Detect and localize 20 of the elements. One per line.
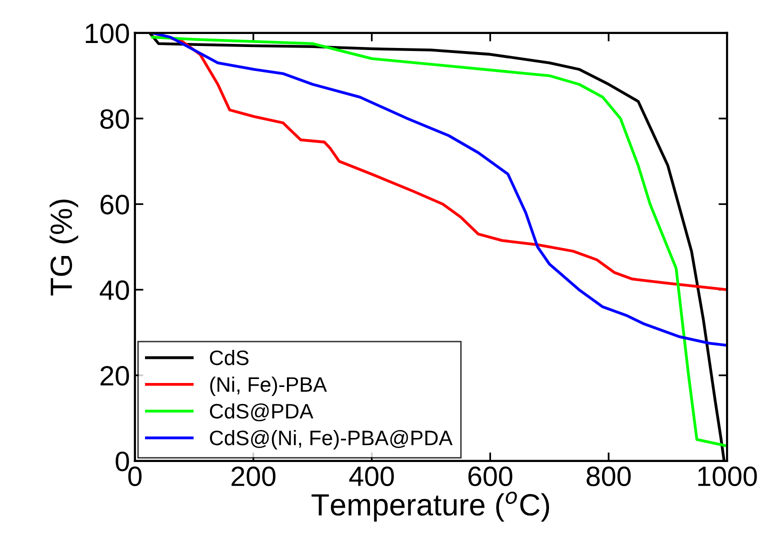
y-tick-label: 0: [116, 452, 129, 472]
legend-label: CdS@PDA: [210, 403, 314, 422]
y-tick-label: 40: [100, 280, 129, 300]
y-axis-title: TG (%): [50, 200, 78, 296]
y-tick-label: 80: [100, 109, 129, 129]
x-tick-label: 200: [232, 466, 276, 486]
legend-label: CdS: [210, 350, 248, 366]
legend-label: CdS@(Ni, Fe)-PBA@PDA: [210, 430, 453, 450]
x-tick-label: 800: [586, 466, 631, 486]
x-axis-title: Temperature ($^{o}$C): [312, 492, 550, 522]
x-tick-label: 400: [349, 466, 394, 486]
line-series: [151, 32, 728, 292]
legend-label: (Ni, Fe)-PBA: [210, 376, 327, 396]
y-tick-label: 20: [100, 366, 129, 386]
y-tick-label: 60: [100, 194, 129, 214]
x-tick-label: 0: [128, 466, 142, 486]
x-tick-label: 1000: [698, 466, 757, 486]
x-tick-label: 600: [468, 466, 512, 486]
line-series: [151, 32, 728, 347]
y-tick-label: 100: [86, 24, 129, 44]
